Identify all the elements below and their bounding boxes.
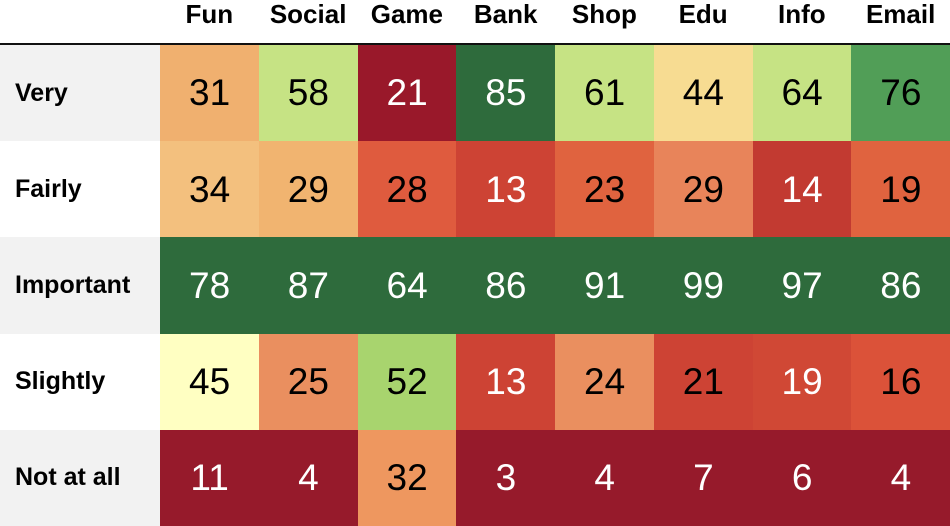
- heatmap-cell: 97: [752, 237, 852, 335]
- column-header-edu: Edu: [678, 0, 728, 29]
- heatmap-cell: 45: [160, 333, 260, 431]
- heatmap-cell: 7: [653, 429, 753, 526]
- heatmap-cell: 86: [851, 237, 950, 335]
- heatmap-cell: 24: [555, 333, 655, 431]
- heatmap-cell: 44: [653, 45, 753, 142]
- heatmap-cell: 23: [555, 141, 655, 238]
- heatmap-cell: 19: [851, 141, 950, 238]
- heatmap-cell: 25: [258, 333, 358, 431]
- heatmap-cell: 3: [456, 429, 556, 526]
- heatmap-cell: 21: [653, 333, 753, 431]
- heatmap-cell: 28: [357, 141, 457, 238]
- heatmap-cell: 34: [160, 141, 260, 238]
- heatmap-cell: 29: [258, 141, 358, 238]
- heatmap-cell: 4: [258, 429, 358, 526]
- heatmap-cell: 78: [160, 237, 260, 335]
- heatmap-cell: 91: [555, 237, 655, 335]
- heatmap-cell: 64: [752, 45, 852, 142]
- heatmap-cell: 13: [456, 333, 556, 431]
- column-header-info: Info: [778, 0, 826, 29]
- heatmap-cell: 16: [851, 333, 950, 431]
- row-label-not-at-all: Not at all: [0, 429, 160, 526]
- heatmap-cell: 6: [752, 429, 852, 526]
- column-header-game: Game: [370, 0, 443, 29]
- heatmap-cell: 58: [258, 45, 358, 142]
- heatmap-cell: 87: [258, 237, 358, 335]
- row-label-very: Very: [0, 45, 160, 142]
- header-rule: [0, 43, 950, 45]
- heatmap-cell: 11: [160, 429, 260, 526]
- column-header-fun: Fun: [185, 0, 234, 29]
- heatmap-cell: 14: [752, 141, 852, 238]
- heatmap-cell: 52: [357, 333, 457, 431]
- row-label-fairly: Fairly: [15, 174, 82, 203]
- heatmap-cell: 21: [357, 45, 457, 142]
- column-header-shop: Shop: [571, 0, 637, 29]
- heatmap-cell: 86: [456, 237, 556, 335]
- heatmap-cell: 76: [851, 45, 950, 142]
- heatmap-cell: 32: [357, 429, 457, 526]
- heatmap-cell: 31: [160, 45, 260, 142]
- column-header-social: Social: [269, 0, 347, 29]
- heatmap-cell: 85: [456, 45, 556, 142]
- column-header-bank: Bank: [473, 0, 538, 29]
- heatmap-cell: 19: [752, 333, 852, 431]
- heatmap-cell: 4: [851, 429, 950, 526]
- heatmap-cell: 13: [456, 141, 556, 238]
- heatmap-cell: 99: [653, 237, 753, 335]
- heatmap-cell: 61: [555, 45, 655, 142]
- column-header-email: Email: [865, 0, 936, 29]
- heatmap-cell: 4: [555, 429, 655, 526]
- row-label-important: Important: [0, 237, 160, 334]
- heatmap-cell: 29: [653, 141, 753, 238]
- heatmap-cell: 64: [357, 237, 457, 335]
- row-label-slightly: Slightly: [15, 367, 106, 396]
